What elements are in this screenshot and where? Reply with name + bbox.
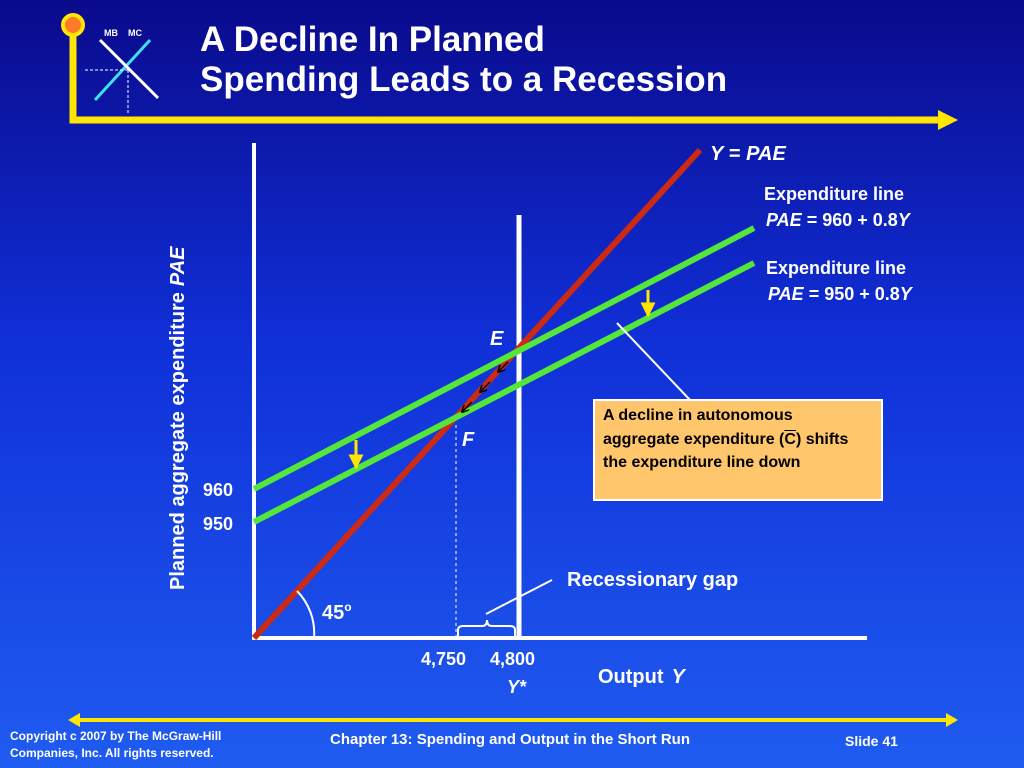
series-960-label-2: PAE = 960 + 0.8Y — [766, 210, 912, 230]
angle-arc — [296, 590, 316, 639]
move-arrow-2 — [480, 381, 491, 392]
copyright: Copyright c 2007 by The McGraw-Hill Comp… — [10, 728, 221, 762]
series-960-label-1: Expenditure line — [764, 184, 904, 204]
callout-box: A decline in autonomous aggregate expend… — [593, 399, 883, 501]
callout-pointer — [616, 322, 691, 401]
chapter-label: Chapter 13: Spending and Output in the S… — [330, 731, 690, 748]
expenditure-line-960 — [252, 225, 756, 492]
x-tick-4800: 4,800 — [490, 649, 535, 669]
mb-curve — [98, 38, 160, 100]
logo-knob — [61, 13, 85, 37]
point-e-label: E — [490, 328, 504, 350]
c-bar-symbol: C — [784, 430, 796, 448]
potential-output-label: Y* — [507, 677, 527, 697]
line-45-degree — [251, 147, 703, 641]
series-950-label-2: PAE = 950 + 0.8Y — [768, 284, 914, 304]
logo: MB MC — [61, 13, 958, 130]
expenditure-line-950 — [252, 260, 756, 525]
point-f-label: F — [462, 429, 475, 451]
move-arrow-3 — [462, 401, 473, 412]
x-axis-label: Output Y — [598, 666, 687, 688]
recessionary-gap-label: Recessionary gap — [567, 569, 738, 591]
gap-brace — [457, 619, 516, 637]
callout-text-before: A decline in autonomous aggregate expend… — [603, 407, 793, 448]
y-axis-label: Planned aggregate expenditurePAE — [167, 246, 189, 590]
callout-text-after: ) shifts the expenditure line down — [603, 430, 849, 472]
gap-pointer — [485, 579, 553, 615]
series-45-label: Y = PAE — [710, 143, 786, 165]
x-tick-4750: 4,750 — [421, 649, 466, 669]
title-rule-arrowhead — [938, 110, 958, 130]
footer-rule — [68, 713, 958, 727]
logo-mb-label: MB — [104, 28, 118, 38]
move-arrow-1 — [498, 361, 509, 372]
angle-label: 45o — [322, 600, 352, 624]
y-tick-950: 950 — [203, 514, 233, 534]
copyright-line-2: Companies, Inc. All rights reserved. — [10, 746, 214, 760]
slide-number: Slide 41 — [845, 733, 898, 749]
title-line-1: A Decline In Planned — [200, 20, 545, 59]
slide-title: A Decline In Planned Spending Leads to a… — [200, 20, 727, 100]
logo-mc-label: MC — [128, 28, 142, 38]
copyright-line-1: Copyright c 2007 by The McGraw-Hill — [10, 729, 222, 743]
y-tick-960: 960 — [203, 480, 233, 500]
series-950-label-1: Expenditure line — [766, 258, 906, 278]
title-line-2: Spending Leads to a Recession — [200, 60, 728, 99]
